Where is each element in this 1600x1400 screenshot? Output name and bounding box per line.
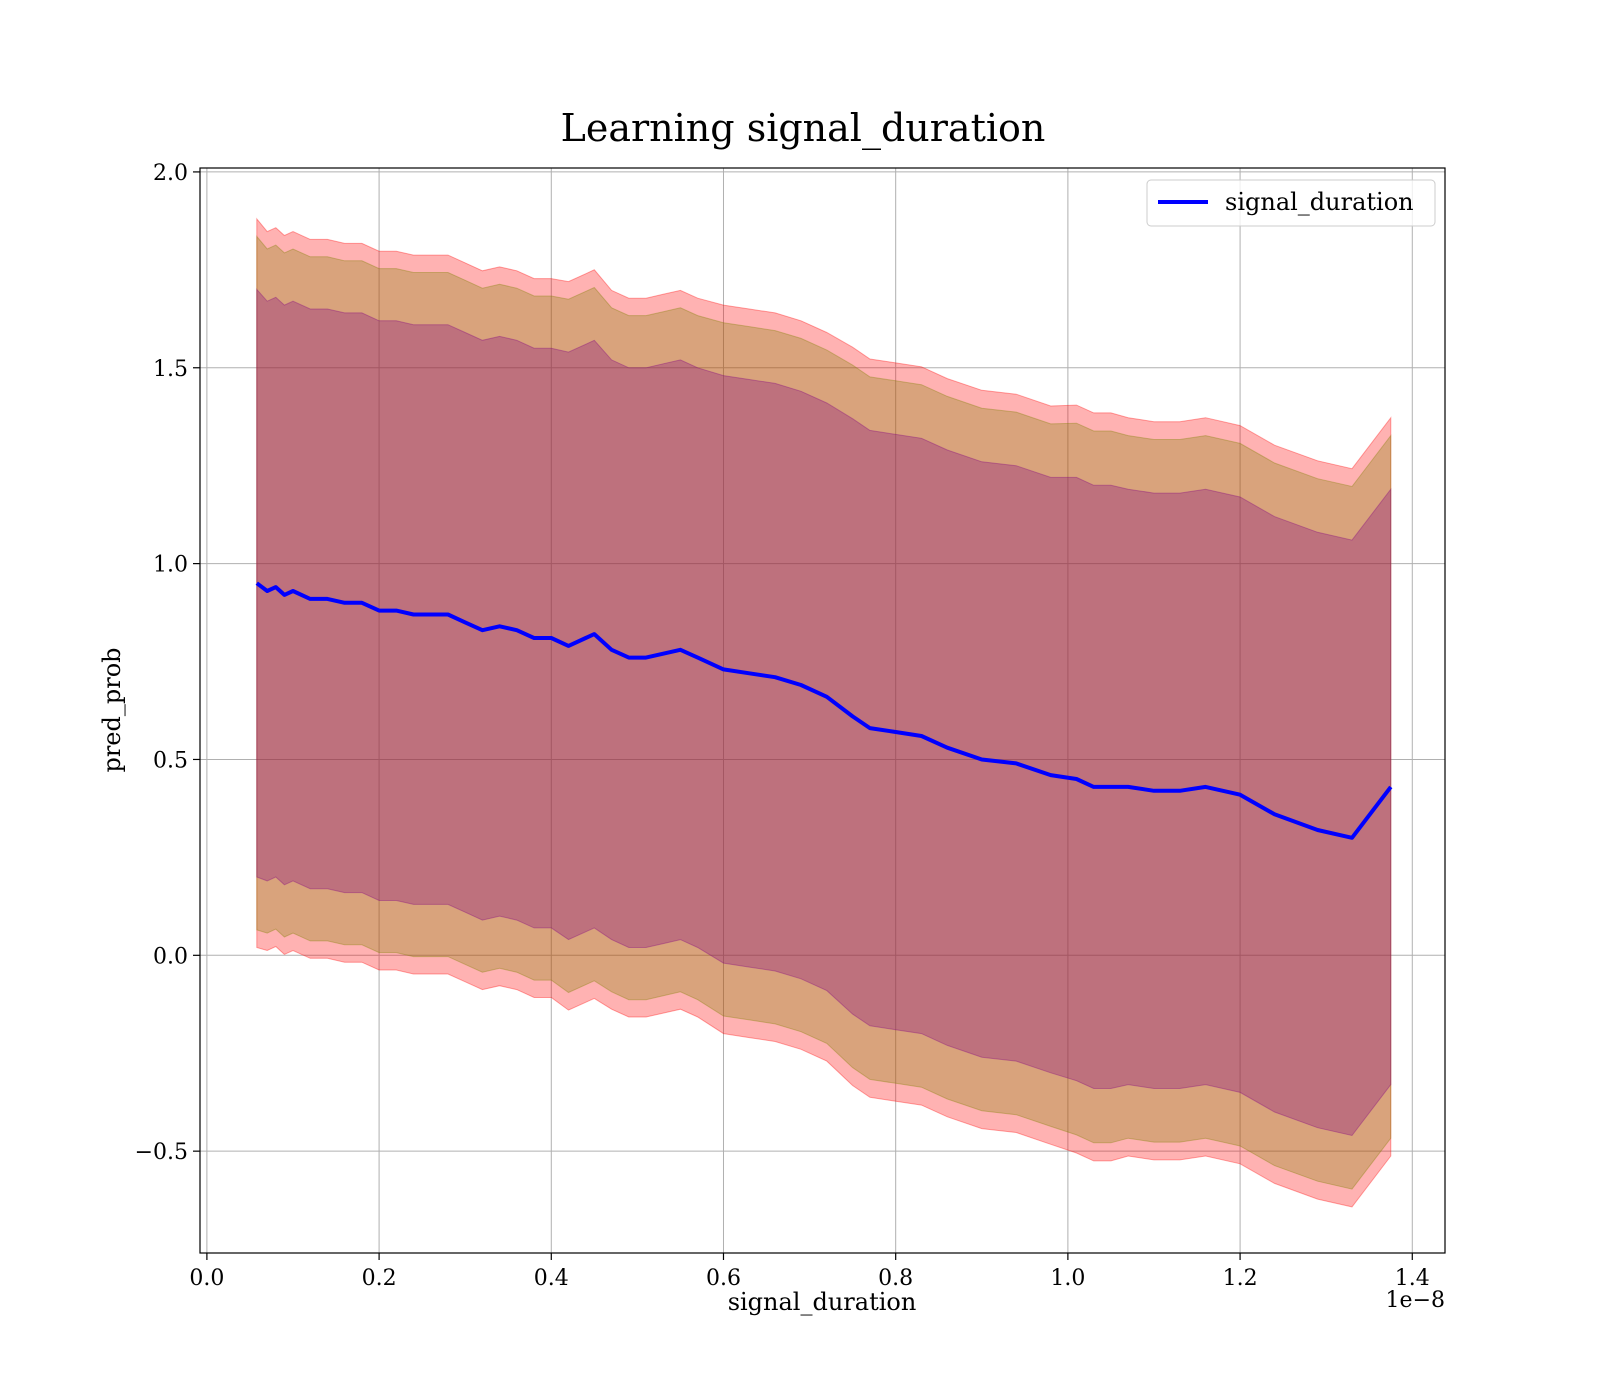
y-tick-label: 1.0 bbox=[153, 553, 188, 578]
x-tick-label: 0.6 bbox=[706, 1266, 741, 1291]
ticks: 0.0 0.2 0.4 0.6 0.8 1.0 1.2 1.4 −0.5 0.0 0.5 1.0 1.5… bbox=[135, 161, 1430, 1291]
band-outer bbox=[256, 217, 1392, 1208]
x-offset-text: 1e−8 bbox=[1386, 1288, 1445, 1313]
y-tick-label: 0.0 bbox=[153, 944, 188, 969]
x-tick-label: 1.0 bbox=[1050, 1266, 1085, 1291]
y-axis-label: pred_prob bbox=[98, 647, 126, 772]
y-tick-label: −0.5 bbox=[135, 1140, 188, 1165]
y-tick-label: 2.0 bbox=[153, 161, 188, 186]
band-middle bbox=[256, 235, 1392, 1190]
x-axis-label: signal_duration bbox=[728, 1288, 917, 1316]
x-tick-label: 1.4 bbox=[1395, 1266, 1430, 1291]
x-tick-label: 0.4 bbox=[534, 1266, 569, 1291]
grid bbox=[200, 168, 1445, 1253]
chart-title: Learning signal_duration bbox=[561, 106, 1046, 151]
x-tick-label: 0.0 bbox=[189, 1266, 224, 1291]
series-line-signal-duration bbox=[255, 581, 1393, 840]
band-inner bbox=[256, 288, 1392, 1137]
plot-frame bbox=[199, 167, 1446, 1254]
x-tick-label: 0.2 bbox=[362, 1266, 397, 1291]
series-lines bbox=[255, 581, 1393, 840]
y-tick-label: 1.5 bbox=[153, 357, 188, 382]
legend-label: signal_duration bbox=[1225, 188, 1414, 216]
x-tick-label: 1.2 bbox=[1223, 1266, 1258, 1291]
y-tick-label: 0.5 bbox=[153, 748, 188, 773]
legend-box bbox=[1146, 179, 1436, 227]
std-bands bbox=[256, 217, 1392, 1208]
legend: signal_duration bbox=[1146, 179, 1436, 227]
x-tick-label: 0.8 bbox=[878, 1266, 913, 1291]
